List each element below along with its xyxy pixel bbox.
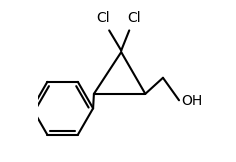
Text: Cl: Cl [97, 11, 110, 25]
Text: Cl: Cl [127, 11, 141, 25]
Text: OH: OH [181, 94, 203, 108]
